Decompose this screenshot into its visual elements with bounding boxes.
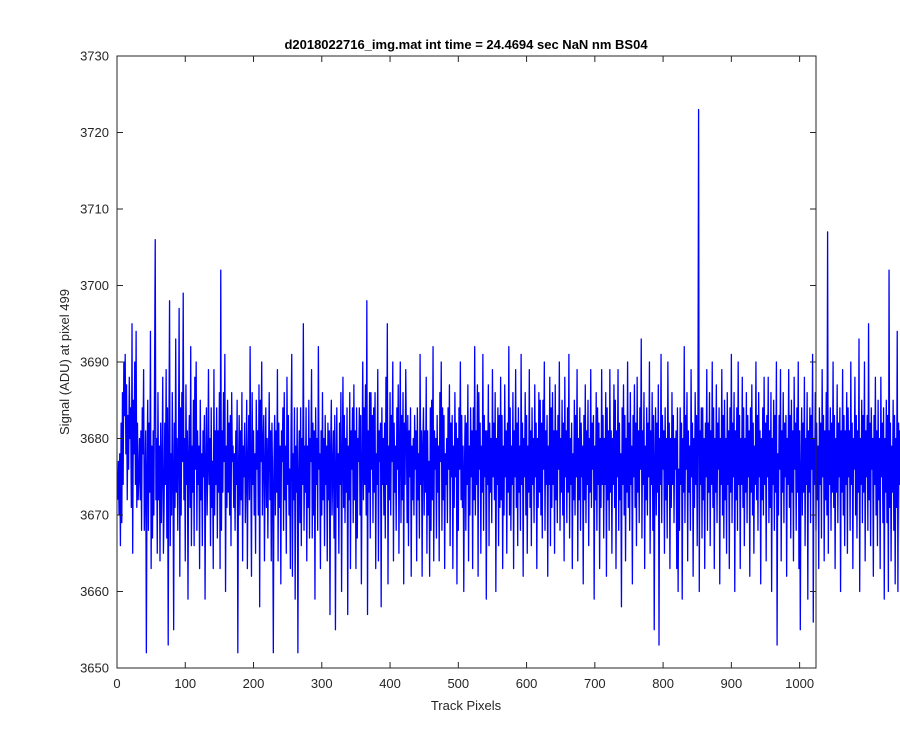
x-tick-label: 100 — [174, 676, 196, 691]
y-tick-label: 3710 — [80, 202, 109, 217]
data-layer — [117, 108, 900, 654]
x-tick-label: 200 — [243, 676, 265, 691]
y-tick-label: 3660 — [80, 584, 109, 599]
x-axis: 0 100 200 300 400 500 600 700 800 900 1000 — [113, 56, 814, 691]
y-tick-label: 3700 — [80, 278, 109, 293]
y-tick-label: 3720 — [80, 125, 109, 140]
y-tick-label: 3680 — [80, 431, 109, 446]
plot-background — [117, 56, 816, 668]
x-tick-label: 900 — [721, 676, 743, 691]
y-tick-label: 3650 — [80, 661, 109, 676]
y-axis: 3650 3660 3670 3680 3690 3700 3710 3720 3730 — [80, 49, 816, 676]
x-tick-label: 0 — [113, 676, 120, 691]
x-tick-label: 700 — [584, 676, 606, 691]
x-tick-label: 1000 — [785, 676, 814, 691]
y-tick-label: 3730 — [80, 49, 109, 64]
series-line-0 — [117, 108, 900, 654]
x-tick-label: 300 — [311, 676, 333, 691]
x-tick-label: 800 — [652, 676, 674, 691]
x-tick-label: 600 — [516, 676, 538, 691]
x-tick-label: 500 — [447, 676, 469, 691]
y-tick-label: 3690 — [80, 355, 109, 370]
chart-title: d2018022716_img.mat int time = 24.4694 s… — [284, 37, 648, 52]
x-axis-label: Track Pixels — [431, 698, 502, 713]
y-tick-label: 3670 — [80, 508, 109, 523]
x-tick-label: 400 — [379, 676, 401, 691]
y-axis-label: Signal (ADU) at pixel 499 — [57, 289, 72, 435]
